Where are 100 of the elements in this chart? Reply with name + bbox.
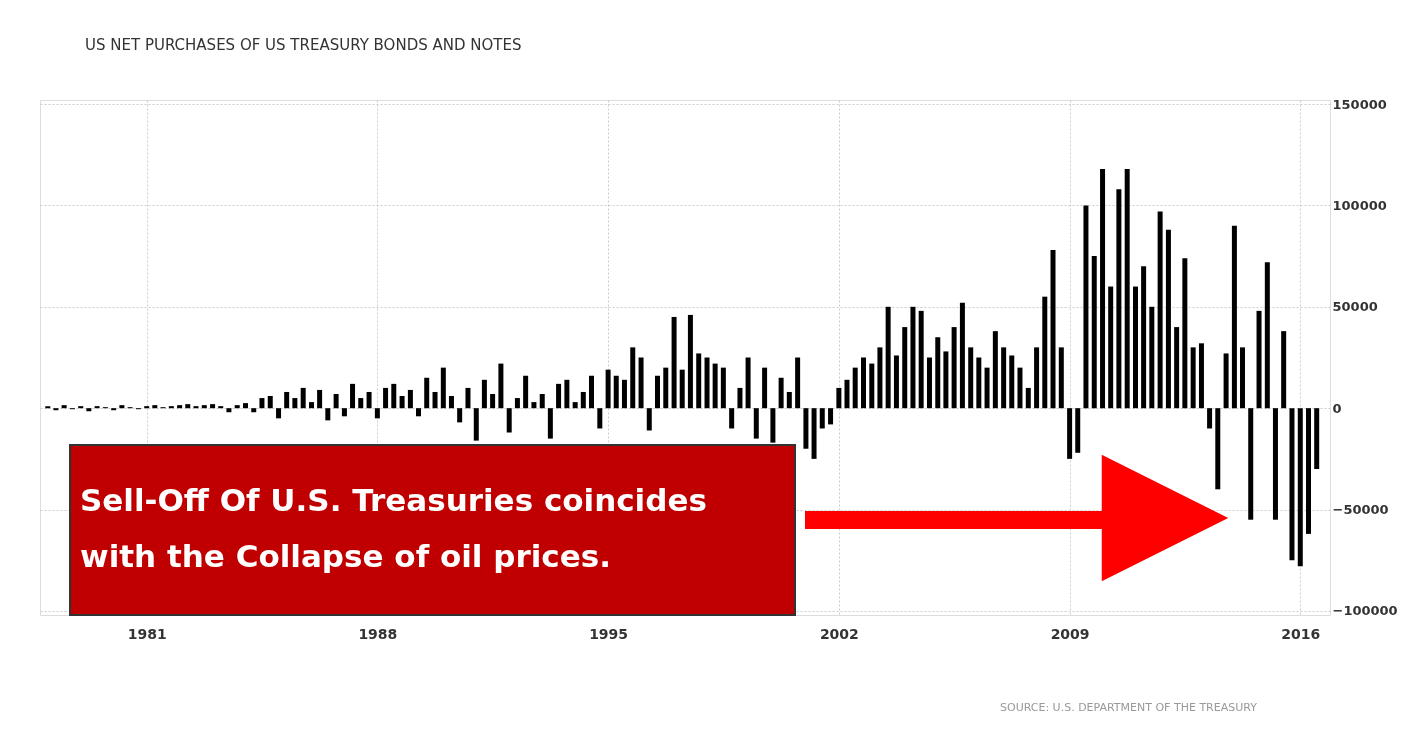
bar (78, 406, 84, 409)
bar (168, 406, 174, 409)
bar (144, 406, 150, 409)
bar (745, 357, 751, 409)
bar (1108, 286, 1114, 409)
bar (333, 394, 339, 409)
bar (1075, 408, 1081, 453)
bar (1001, 347, 1007, 409)
bar (251, 408, 257, 413)
bar (597, 408, 603, 429)
bar (671, 316, 677, 409)
bar (959, 302, 965, 409)
bar (498, 363, 504, 409)
y-tick-label: −100000 (1332, 603, 1398, 619)
bar (687, 314, 693, 409)
bar (1124, 168, 1130, 409)
bar (358, 398, 364, 409)
bar (185, 404, 191, 409)
bar (234, 405, 240, 409)
bar (1025, 387, 1031, 409)
x-tick-label: 1995 (589, 625, 629, 642)
bar (1264, 262, 1270, 409)
bar (1174, 327, 1180, 409)
bar (638, 357, 644, 409)
bar (424, 377, 430, 409)
bar (325, 408, 331, 421)
x-tick-label: 1988 (358, 625, 398, 642)
bar (1190, 347, 1196, 409)
bar (613, 375, 619, 409)
bar (374, 408, 380, 419)
bar (844, 379, 850, 409)
bar (177, 405, 183, 409)
bar (481, 379, 487, 409)
y-tick-label: 100000 (1332, 197, 1387, 213)
bar (1116, 189, 1122, 409)
bar (547, 408, 553, 439)
bar (992, 331, 998, 409)
bar (383, 387, 389, 409)
bar (1182, 258, 1188, 409)
bar (399, 396, 405, 409)
bar (1050, 250, 1056, 409)
bar (1305, 408, 1311, 534)
y-tick-label: 50000 (1332, 299, 1378, 315)
bar (1132, 286, 1138, 409)
bar (1248, 408, 1254, 520)
bar (1091, 256, 1097, 409)
bar (935, 337, 941, 409)
bar (416, 408, 422, 417)
bar (1231, 225, 1237, 409)
bar (869, 363, 875, 409)
bar (201, 405, 207, 409)
bar (473, 408, 479, 441)
bar (267, 396, 273, 409)
bar (877, 347, 883, 409)
bar (1058, 347, 1064, 409)
bar (762, 367, 768, 409)
bar (317, 389, 323, 409)
bar (350, 383, 356, 409)
bar (514, 398, 520, 409)
bar (539, 394, 545, 409)
bar (391, 383, 397, 409)
x-tick-label: 2009 (1050, 625, 1090, 642)
bar (1100, 168, 1106, 409)
bar (440, 367, 446, 409)
chart-title: US NET PURCHASES OF US TREASURY BONDS AND NOTES (85, 36, 522, 55)
y-tick-label: 150000 (1332, 96, 1387, 112)
bar (1165, 229, 1171, 409)
bar (448, 396, 454, 409)
bar (976, 357, 982, 409)
bar (803, 408, 809, 449)
bar (630, 347, 636, 409)
bar (531, 402, 537, 409)
bar (243, 403, 249, 409)
bar (951, 327, 957, 409)
bar (1256, 310, 1262, 409)
bar (836, 387, 842, 409)
bar (753, 408, 759, 439)
bar (852, 367, 858, 409)
bar (523, 375, 529, 409)
bar (1034, 347, 1040, 409)
bar (457, 408, 463, 423)
bar (1009, 355, 1015, 409)
bar (432, 391, 438, 409)
bar (1215, 408, 1221, 490)
bar (704, 357, 710, 409)
bar (1289, 408, 1295, 561)
bar (1042, 296, 1048, 409)
bar (893, 355, 899, 409)
bar (152, 405, 158, 409)
bar (712, 363, 718, 409)
bar (1083, 205, 1089, 409)
bar (556, 383, 562, 409)
bar (1067, 408, 1073, 459)
x-tick-label: 2002 (819, 625, 859, 642)
bar (984, 367, 990, 409)
bar (284, 391, 290, 409)
bar (1297, 408, 1303, 567)
bar (943, 351, 949, 409)
bar (292, 398, 298, 409)
bar (663, 367, 669, 409)
